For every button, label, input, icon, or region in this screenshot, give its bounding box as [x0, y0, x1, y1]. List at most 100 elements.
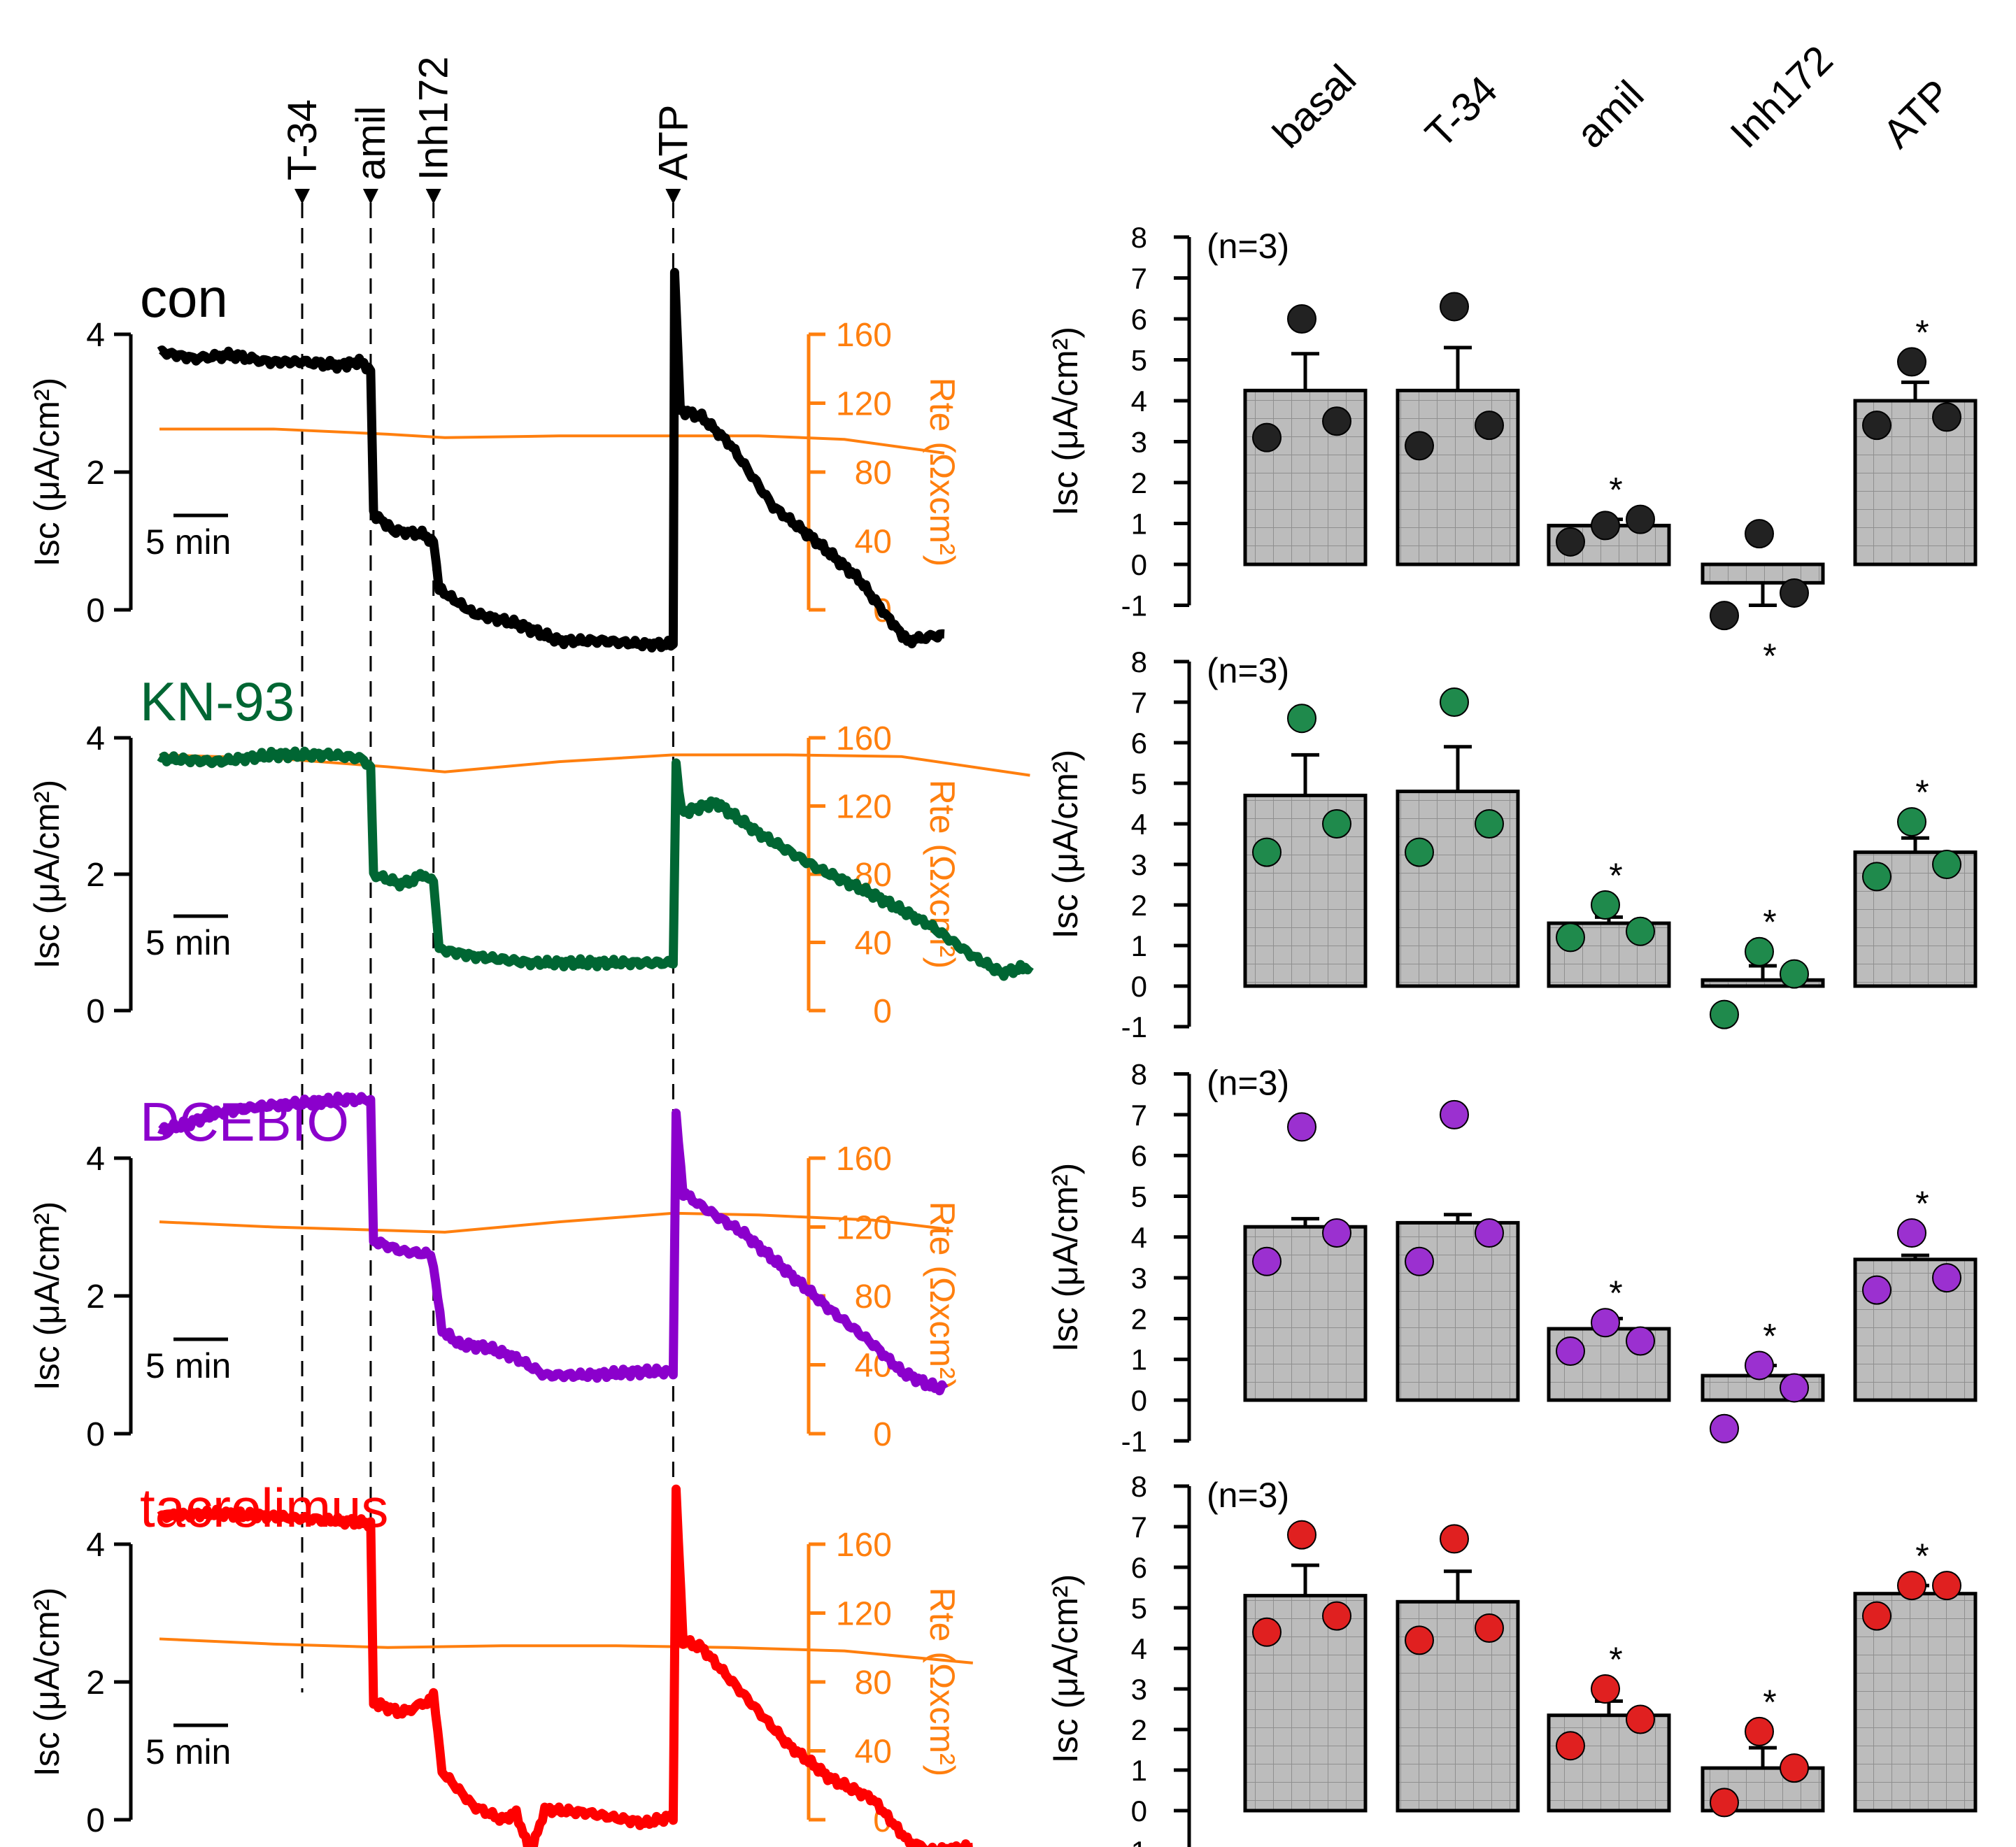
data-point	[1745, 519, 1774, 549]
significance-star: *	[1763, 1316, 1776, 1355]
rte-tick-label: 80	[855, 455, 892, 492]
data-point	[1475, 1613, 1504, 1643]
significance-star: *	[1609, 1640, 1622, 1679]
isc-tick-label: 2	[86, 1664, 105, 1702]
isc-tick-label: 0	[86, 1416, 105, 1453]
rte-tick-label: 160	[836, 1527, 892, 1564]
rte-tick-label: 40	[855, 1734, 892, 1771]
isc-tick-label: 4	[86, 1141, 105, 1178]
data-point	[1710, 601, 1739, 631]
isc-trace	[157, 268, 947, 652]
bar-y-tick-label: -1	[1121, 1011, 1147, 1043]
data-point	[1932, 402, 1961, 432]
isc-tick-label: 0	[86, 993, 105, 1030]
isc-axis-title: Isc (μA/cm²)	[27, 1588, 66, 1776]
bar-y-tick-label: 7	[1131, 262, 1147, 295]
bar-y-tick-label: 5	[1131, 767, 1147, 800]
rte-axis-title: Rte (Ωxcm²)	[923, 1201, 962, 1391]
bar-inh172	[1701, 562, 1825, 585]
bar-y-tick-label: 0	[1131, 970, 1147, 1003]
data-point	[1745, 1716, 1774, 1746]
significance-star: *	[1609, 856, 1622, 895]
data-point	[1862, 862, 1891, 892]
bar-y-tick-label: 8	[1131, 1470, 1147, 1503]
data-point	[1440, 687, 1469, 717]
data-point	[1475, 1218, 1504, 1248]
n-label: (n=3)	[1207, 1476, 1289, 1515]
rte-tick-label: 120	[836, 386, 892, 423]
scale-bar-label: 5 min	[145, 522, 231, 562]
significance-star: *	[1915, 773, 1929, 812]
bar-y-tick-label: 8	[1131, 1058, 1147, 1091]
isc-tick-label: 2	[86, 857, 105, 894]
isc-axis-title: Isc (μA/cm²)	[27, 378, 66, 566]
bar-y-tick-label: 6	[1131, 1139, 1147, 1172]
scale-bar-label: 5 min	[145, 1732, 231, 1771]
rte-tick-label: 120	[836, 789, 892, 826]
data-point	[1287, 704, 1316, 734]
rte-trace	[159, 1637, 973, 1664]
data-point	[1745, 1350, 1774, 1381]
rte-tick-label: 160	[836, 720, 892, 757]
data-point	[1287, 1112, 1316, 1142]
data-point	[1440, 1524, 1469, 1554]
condition-label: tacrolimus	[140, 1477, 388, 1539]
bar-y-tick-label: 2	[1131, 466, 1147, 499]
data-point	[1405, 431, 1434, 461]
panel-tacrolimus: 0 2 4 Isc (μA/cm²) 0 40 80 120 160 Rte (Ωxcm²) 5 m…	[27, 1470, 1978, 1847]
data-point	[1626, 504, 1655, 534]
bar-y-tick-label: 1	[1131, 1754, 1147, 1787]
data-point	[1780, 1753, 1809, 1783]
data-point	[1440, 1099, 1469, 1129]
bar-y-tick-label: 4	[1131, 1221, 1147, 1254]
bar-panel-tacrolimus: -1 0 1 2 3 4 5 6 7 8 Isc (μA/cm²) (n=3) * * *	[1046, 1470, 1978, 1847]
bar-y-tick-label: 1	[1131, 1343, 1147, 1376]
bar-y-tick-label: 0	[1131, 1384, 1147, 1417]
bar-y-tick-label: 7	[1131, 1511, 1147, 1543]
scale-bar-label: 5 min	[145, 923, 231, 962]
data-point	[1932, 850, 1961, 879]
bar-y-tick-label: 8	[1131, 221, 1147, 254]
drug-markers: T-34 amil Inh172 ATP	[280, 57, 696, 1692]
data-point	[1710, 1788, 1739, 1818]
data-point	[1440, 292, 1469, 322]
category-label-amil: amil	[1568, 72, 1652, 157]
data-point	[1626, 1704, 1655, 1734]
category-label-basal: basal	[1264, 56, 1365, 157]
bar-axis-title: Isc (μA/cm²)	[1046, 1574, 1085, 1763]
bar-y-tick-label: 7	[1131, 1099, 1147, 1132]
data-point	[1897, 807, 1926, 837]
category-label-t-34: T-34	[1417, 67, 1506, 157]
isc-trace	[157, 1484, 975, 1847]
data-point	[1556, 1731, 1585, 1761]
bar-panel-con: -1 0 1 2 3 4 5 6 7 8 Isc (μA/cm²) (n=3) * * *	[1046, 221, 1978, 676]
bar-y-tick-label: 2	[1131, 1302, 1147, 1335]
rte-tick-label: 120	[836, 1210, 892, 1247]
bar-y-tick-label: 3	[1131, 1673, 1147, 1706]
data-point	[1322, 1218, 1351, 1248]
data-point	[1591, 1308, 1620, 1338]
bar-panel-kn-93: -1 0 1 2 3 4 5 6 7 8 Isc (μA/cm²) (n=3) * * *	[1046, 646, 1978, 1043]
isc-axis-title: Isc (μA/cm²)	[27, 780, 66, 969]
data-point	[1556, 527, 1585, 557]
panel-con: 0 2 4 Isc (μA/cm²) 0 40 80 120 160 Rte (Ωxcm²) 5 m…	[27, 221, 1978, 676]
isc-tick-label: 0	[86, 592, 105, 629]
n-label: (n=3)	[1207, 1064, 1289, 1103]
data-point	[1745, 936, 1774, 967]
bar-amil	[1547, 921, 1671, 988]
category-labels: basal T-34 amil Inh172 ATP	[1264, 37, 1960, 157]
bar-y-tick-label: 2	[1131, 1713, 1147, 1746]
data-point	[1710, 999, 1739, 1029]
n-label: (n=3)	[1207, 227, 1289, 266]
marker-arrow-icon	[425, 189, 441, 204]
data-point	[1252, 837, 1282, 867]
bar-y-tick-label: 3	[1131, 1262, 1147, 1295]
bar-axis-title: Isc (μA/cm²)	[1046, 327, 1085, 515]
bar-y-tick-label: 0	[1131, 1795, 1147, 1827]
marker-arrow-icon	[294, 189, 310, 204]
data-point	[1591, 1674, 1620, 1704]
rte-tick-label: 160	[836, 317, 892, 354]
bar-y-tick-label: 5	[1131, 1592, 1147, 1625]
